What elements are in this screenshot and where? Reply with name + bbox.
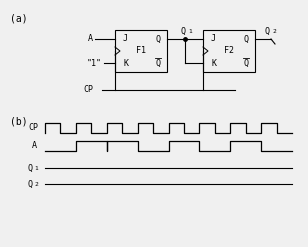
Text: J: J — [211, 35, 216, 43]
Bar — [203, 30, 255, 72]
Text: Q: Q — [243, 35, 248, 43]
Text: CP: CP — [83, 85, 93, 95]
Text: A: A — [88, 35, 93, 43]
Text: A: A — [32, 142, 37, 150]
Text: 2: 2 — [272, 29, 276, 35]
Text: K: K — [211, 59, 216, 67]
Text: F1: F1 — [136, 46, 146, 56]
Text: Q: Q — [243, 59, 248, 67]
Text: "1": "1" — [87, 59, 102, 67]
Text: Q: Q — [265, 26, 270, 36]
Text: CP: CP — [28, 124, 38, 132]
Bar — [115, 30, 167, 72]
Text: F2: F2 — [224, 46, 234, 56]
Text: (a): (a) — [10, 14, 28, 24]
Text: (b): (b) — [10, 116, 28, 126]
Text: 2: 2 — [34, 183, 38, 187]
Text: 1: 1 — [188, 29, 192, 35]
Text: K: K — [123, 59, 128, 67]
Text: 1: 1 — [34, 166, 38, 171]
Text: J: J — [123, 35, 128, 43]
Text: Q: Q — [28, 164, 33, 172]
Text: Q: Q — [28, 180, 33, 188]
Text: Q: Q — [180, 26, 185, 36]
Text: Q: Q — [155, 35, 160, 43]
Text: Q: Q — [155, 59, 160, 67]
